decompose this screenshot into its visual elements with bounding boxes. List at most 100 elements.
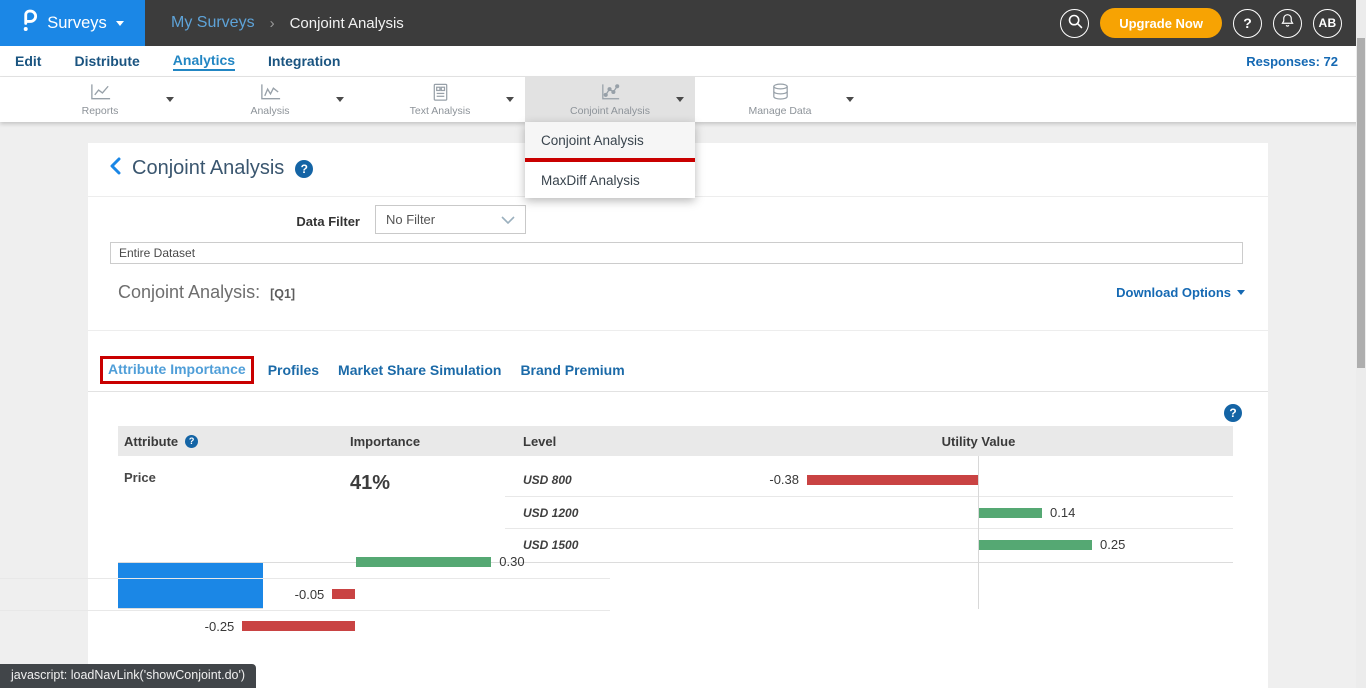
nav-item-distribute[interactable]: Distribute — [74, 53, 139, 69]
section-title-text: Conjoint Analysis: — [118, 282, 260, 302]
chevron-down-icon[interactable] — [676, 97, 684, 102]
page-title-row: Conjoint Analysis ? — [110, 157, 313, 180]
level-row: Sony 0.30 — [0, 546, 610, 578]
chevron-down-icon — [501, 212, 515, 227]
chevron-down-icon — [116, 21, 124, 26]
utility-bar-value: -0.05 — [295, 579, 325, 611]
topbar-actions: Upgrade Now ? AB — [1060, 8, 1342, 38]
tab-brand-premium[interactable]: Brand Premium — [520, 362, 624, 378]
text-analysis-icon — [430, 82, 451, 102]
utility-bar-value: 0.25 — [1100, 529, 1125, 561]
utility-bar-value: -0.38 — [769, 464, 799, 496]
level-label: Vizio — [0, 619, 117, 633]
conjoint-dropdown-menu: Conjoint Analysis MaxDiff Analysis — [525, 122, 695, 198]
utility-bar — [807, 475, 978, 485]
divider — [88, 330, 1268, 331]
toolbar-group-label: Manage Data — [748, 105, 811, 117]
breadcrumb-separator: › — [270, 15, 275, 32]
chevron-down-icon[interactable] — [506, 97, 514, 102]
utility-bar-region: -0.38 — [740, 464, 1233, 496]
column-header-importance: Importance — [340, 434, 505, 449]
annotation-box: Attribute Importance — [100, 356, 254, 384]
column-header-attribute: Attribute ? — [118, 434, 340, 449]
level-row: USD 1200 0.14 — [505, 496, 1233, 528]
notifications-button[interactable] — [1273, 9, 1302, 38]
column-header-level: Level — [505, 434, 740, 449]
main-content-card: Conjoint Analysis ? Data Filter No Filte… — [88, 143, 1268, 688]
product-switcher[interactable]: Surveys — [0, 0, 145, 46]
breadcrumb: My Surveys › Conjoint Analysis — [171, 14, 404, 32]
table-help-icon[interactable]: ? — [1224, 404, 1242, 422]
utility-bar — [332, 589, 355, 599]
toolbar-group-manage-data[interactable]: Manage Data — [695, 77, 865, 122]
data-filter-select[interactable]: No Filter — [375, 205, 526, 234]
toolbar-group-reports[interactable]: Reports — [15, 77, 185, 122]
nav-item-integration[interactable]: Integration — [268, 53, 340, 69]
toolbar-group-label: Conjoint Analysis — [570, 105, 650, 117]
chevron-down-icon — [1237, 290, 1245, 295]
column-header-utility-value: Utility Value — [732, 434, 1225, 449]
analysis-tabs: Attribute Importance Profiles Market Sha… — [100, 355, 644, 385]
survey-nav: Edit Distribute Analytics Integration Re… — [0, 46, 1366, 77]
avatar[interactable]: AB — [1313, 9, 1342, 38]
search-button[interactable] — [1060, 9, 1089, 38]
level-row: USD 800 -0.38 — [505, 464, 1233, 496]
utility-bar-region: 0.14 — [740, 497, 1233, 528]
attribute-importance-table: Attribute ? Importance Level Utility Val… — [118, 426, 1233, 609]
back-chevron-icon[interactable] — [110, 157, 121, 180]
toolbar-group-analysis[interactable]: Analysis — [185, 77, 355, 122]
menu-item-conjoint-analysis[interactable]: Conjoint Analysis — [525, 122, 695, 158]
tab-attribute-importance[interactable]: Attribute Importance — [108, 361, 246, 377]
utility-bar — [356, 557, 491, 567]
dataset-input[interactable] — [110, 242, 1243, 264]
nav-item-analytics[interactable]: Analytics — [173, 52, 235, 71]
conjoint-chart-icon — [599, 82, 622, 102]
toolbar-group-text-analysis[interactable]: Text Analysis — [355, 77, 525, 122]
level-row: LG -0.05 — [0, 578, 610, 610]
vertical-scrollbar[interactable] — [1356, 0, 1366, 688]
utility-bar — [979, 508, 1042, 518]
tab-market-share-simulation[interactable]: Market Share Simulation — [338, 362, 501, 378]
scrollbar-thumb[interactable] — [1357, 38, 1365, 368]
utility-bar-value: 0.30 — [499, 546, 524, 578]
menu-item-maxdiff-analysis[interactable]: MaxDiff Analysis — [525, 162, 695, 198]
utility-bar-value: -0.25 — [205, 611, 235, 643]
level-label: LG — [0, 587, 117, 601]
search-icon — [1067, 13, 1083, 34]
level-row: Vizio -0.25 — [0, 610, 610, 642]
help-button[interactable]: ? — [1233, 9, 1262, 38]
level-list: USD 800 -0.38 USD 1200 0.14 — [505, 456, 1233, 562]
level-list: Sony 0.30 LG -0.05 Viz — [0, 530, 610, 642]
breadcrumb-current: Conjoint Analysis — [290, 15, 404, 32]
level-row: USD 1500 0.25 — [505, 528, 1233, 560]
utility-bar-region: 0.30 — [117, 546, 610, 578]
level-label: Sony — [0, 555, 117, 569]
toolbar-group-conjoint-analysis[interactable]: Conjoint Analysis — [525, 77, 695, 122]
analysis-chart-icon — [259, 82, 282, 102]
analytics-toolbar: Reports Analysis Text Analysis Conjoint … — [0, 77, 1366, 122]
utility-bar — [242, 621, 355, 631]
chevron-down-icon[interactable] — [336, 97, 344, 102]
tab-profiles[interactable]: Profiles — [268, 362, 319, 378]
column-header-label: Attribute — [124, 434, 178, 449]
divider — [88, 391, 1268, 392]
toolbar-group-label: Reports — [82, 105, 119, 117]
chevron-down-icon[interactable] — [166, 97, 174, 102]
question-reference: [Q1] — [270, 287, 295, 301]
page-title: Conjoint Analysis — [132, 157, 284, 180]
line-chart-icon — [89, 82, 112, 102]
section-title: Conjoint Analysis: [Q1] — [118, 282, 295, 303]
chevron-down-icon[interactable] — [846, 97, 854, 102]
download-options-button[interactable]: Download Options — [1116, 285, 1245, 300]
nav-item-edit[interactable]: Edit — [15, 53, 41, 69]
question-mark-icon: ? — [1243, 15, 1252, 31]
data-filter-value: No Filter — [386, 212, 435, 227]
page-help-icon[interactable]: ? — [295, 160, 313, 178]
table-body: Price 41% USD 800 -0.38 USD 1200 — [118, 456, 1233, 609]
questionpro-logo-icon — [21, 8, 38, 38]
attribute-help-icon[interactable]: ? — [185, 435, 198, 448]
upgrade-now-button[interactable]: Upgrade Now — [1100, 8, 1222, 38]
responses-count: Responses: 72 — [1246, 54, 1338, 69]
breadcrumb-parent-link[interactable]: My Surveys — [171, 14, 255, 32]
download-options-label: Download Options — [1116, 285, 1231, 300]
